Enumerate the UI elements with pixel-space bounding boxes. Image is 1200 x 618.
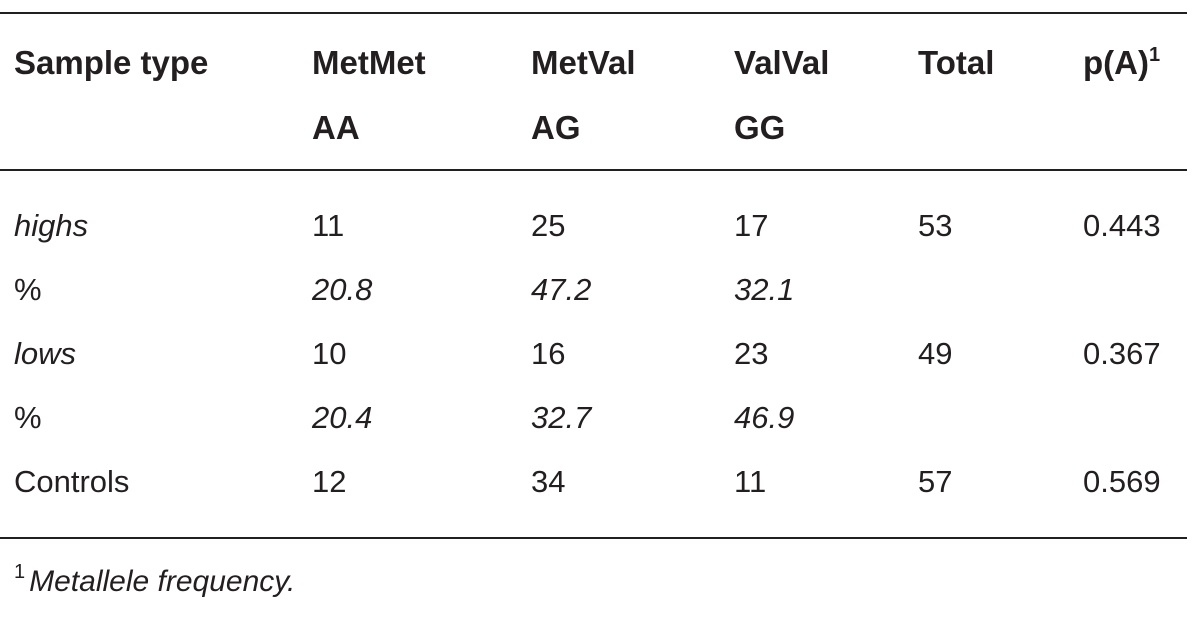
table-cell: 32.1 (734, 272, 795, 307)
header-sample-type: Sample type (14, 44, 209, 81)
table-cell: 10 (312, 336, 347, 371)
table-cell: 53 (918, 208, 953, 243)
table-cell: 25 (531, 208, 566, 243)
table-cell: 20.8 (312, 272, 373, 307)
header-valval-genotype: GG (734, 109, 786, 146)
table-cell: 20.4 (312, 400, 373, 435)
header-metval: MetVal (531, 44, 636, 81)
header-total: Total (918, 44, 995, 81)
row-label: highs (14, 208, 89, 243)
table-cell: 12 (312, 464, 347, 499)
header-pa-label: p(A) (1083, 44, 1149, 81)
table-cell: 16 (531, 336, 566, 371)
table-cell: 0.443 (1083, 208, 1161, 243)
table-cell: 0.367 (1083, 336, 1161, 371)
footnote-text: Metallele frequency. (29, 565, 296, 598)
table-cell: 34 (531, 464, 566, 499)
row-label: lows (14, 336, 77, 371)
row-label: % (14, 272, 42, 307)
table-cell: 0.569 (1083, 464, 1161, 499)
table-cell: 46.9 (734, 400, 795, 435)
table-cell: 32.7 (531, 400, 592, 435)
table-cell: 47.2 (531, 272, 592, 307)
table-cell: 11 (734, 464, 767, 499)
row-label: Controls (14, 464, 130, 499)
footnote-mark: 1 (14, 561, 26, 583)
row-label: % (14, 400, 42, 435)
header-pa: p(A)1 (1083, 43, 1160, 83)
header-metmet: MetMet (312, 44, 426, 81)
table-cell: 11 (312, 208, 345, 243)
table-cell: 49 (918, 336, 953, 371)
header-valval: ValVal (734, 44, 830, 81)
header-metval-genotype: AG (531, 109, 581, 146)
table-top-rule (0, 12, 1187, 14)
table-bottom-rule (0, 537, 1187, 539)
table-footnote: 1 Metallele frequency. (14, 562, 295, 602)
table-header-rule (0, 169, 1187, 171)
table-cell: 23 (734, 336, 769, 371)
table-cell: 17 (734, 208, 769, 243)
header-pa-footnote-mark: 1 (1148, 44, 1161, 66)
header-metmet-genotype: AA (312, 109, 360, 146)
table-cell: 57 (918, 464, 953, 499)
